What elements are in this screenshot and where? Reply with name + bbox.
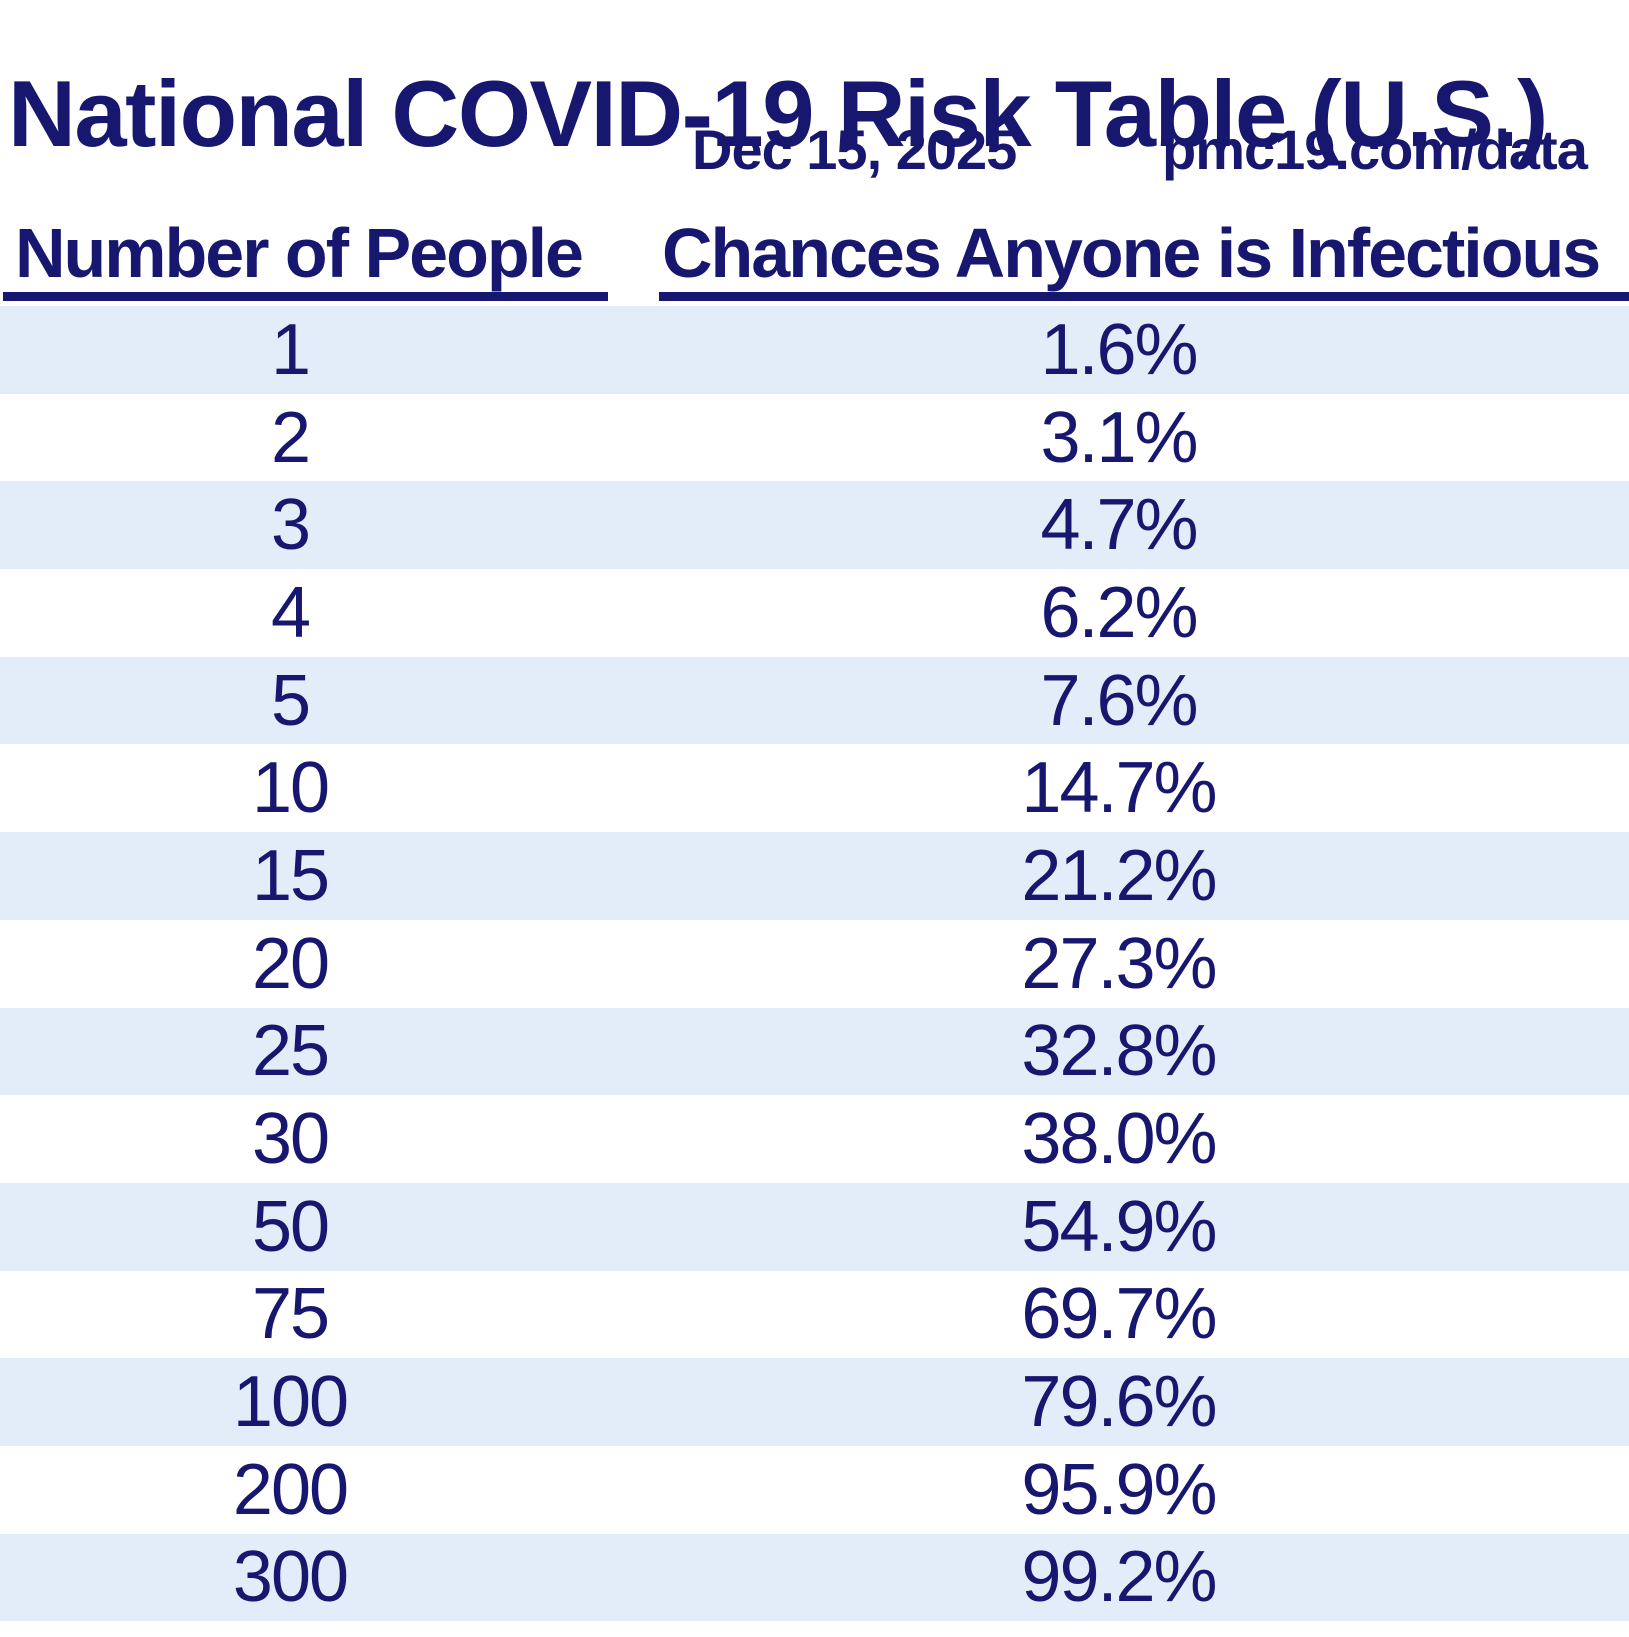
people-count-cell: 50 (251, 1186, 330, 1267)
people-count-cell: 25 (251, 1011, 330, 1092)
people-count-cell: 1 (270, 309, 311, 390)
table-row: 30 38.0% (0, 1095, 1629, 1183)
people-count-cell: 15 (251, 835, 330, 916)
table-row: 1 1.6% (0, 306, 1629, 394)
people-count-cell: 4 (270, 572, 311, 653)
people-count-cell: 75 (251, 1274, 330, 1355)
table-row: 4 6.2% (0, 569, 1629, 657)
chance-cell: 7.6% (1040, 660, 1198, 741)
table-row: 20 27.3% (0, 920, 1629, 1008)
risk-table: 1 1.6% 2 3.1% 3 4.7% 4 6.2% 5 7.6% 10 14… (0, 306, 1629, 1622)
chance-cell: 3.1% (1040, 397, 1198, 478)
table-row: 50 54.9% (0, 1182, 1629, 1271)
page-title: National COVID-19 Risk Table (U.S.) (8, 60, 1548, 166)
source-url-label: pmc19.com/data (1162, 118, 1588, 181)
chance-cell: 27.3% (1021, 923, 1217, 1004)
chance-cell: 4.7% (1040, 485, 1198, 566)
chance-cell: 69.7% (1021, 1274, 1217, 1355)
people-count-cell: 3 (270, 485, 311, 566)
table-row: 3 4.7% (0, 481, 1629, 570)
column-header-chance: Chances Anyone is Infectious (659, 218, 1629, 301)
people-count-cell: 300 (232, 1537, 349, 1618)
chance-cell: 14.7% (1021, 748, 1217, 829)
table-row: 200 95.9% (0, 1446, 1629, 1534)
table-row: 100 79.6% (0, 1358, 1629, 1446)
table-row: 2 3.1% (0, 394, 1629, 482)
chance-cell: 54.9% (1021, 1186, 1217, 1267)
table-row: 5 7.6% (0, 656, 1629, 745)
table-row: 300 99.2% (0, 1533, 1629, 1622)
chance-cell: 6.2% (1040, 572, 1198, 653)
table-row: 75 69.7% (0, 1271, 1629, 1359)
people-count-cell: 10 (251, 748, 330, 829)
people-count-cell: 100 (232, 1362, 349, 1443)
table-row: 25 32.8% (0, 1007, 1629, 1096)
date-label: Dec 15, 2025 (692, 118, 1017, 181)
chance-cell: 1.6% (1040, 309, 1198, 390)
chance-cell: 32.8% (1021, 1011, 1217, 1092)
people-count-cell: 20 (251, 923, 330, 1004)
chance-cell: 38.0% (1021, 1099, 1217, 1180)
table-row: 15 21.2% (0, 832, 1629, 920)
chance-cell: 95.9% (1021, 1449, 1217, 1530)
people-count-cell: 5 (270, 660, 311, 741)
people-count-cell: 30 (251, 1099, 330, 1180)
table-row: 10 14.7% (0, 744, 1629, 832)
people-count-cell: 2 (270, 397, 311, 478)
chance-cell: 99.2% (1021, 1537, 1217, 1618)
chance-cell: 79.6% (1021, 1362, 1217, 1443)
column-header-people: Number of People (3, 218, 608, 301)
people-count-cell: 200 (232, 1449, 349, 1530)
chance-cell: 21.2% (1021, 835, 1217, 916)
